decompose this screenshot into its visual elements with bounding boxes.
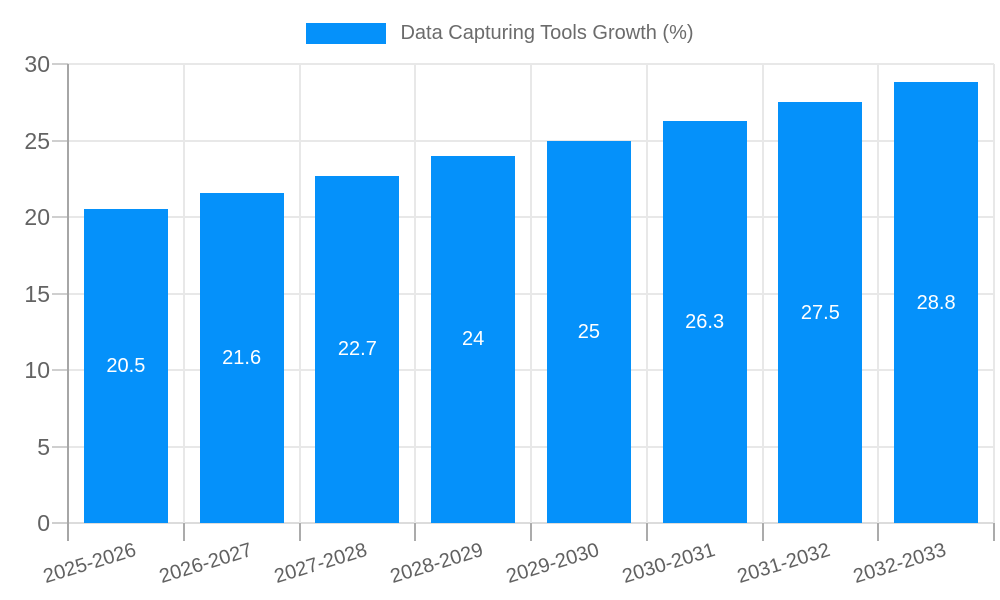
x-axis-tick [877,523,880,541]
bar-2025-2026[interactable] [83,209,168,523]
bar-2029-2030[interactable] [546,140,631,523]
legend-label: Data Capturing Tools Growth (%) [400,21,694,44]
y-axis-tick [52,216,68,218]
bar-2026-2027[interactable] [199,192,284,523]
bar-2032-2033[interactable] [894,82,979,523]
x-axis-tick [298,523,301,541]
y-axis-label: 25 [24,127,50,154]
v-gridline [761,64,764,523]
v-gridline [530,64,532,523]
bar-2027-2028[interactable] [315,175,400,523]
x-axis-tick [761,523,764,541]
bar-value-label: 20.5 [106,355,146,378]
bar-value-label: 28.8 [916,291,956,314]
v-gridline [414,64,417,523]
y-axis-tick [52,292,68,295]
legend-swatch [306,22,387,44]
x-axis-tick [993,523,995,541]
bar-2031-2032[interactable] [778,102,863,523]
y-axis-tick [52,63,68,65]
v-gridline [182,64,185,523]
bar-value-label: 26.3 [685,310,725,333]
y-axis-label: 20 [24,204,50,230]
v-gridline [298,64,301,523]
bar-value-label: 22.7 [337,338,377,361]
x-axis-tick [530,523,532,541]
y-axis-label: 15 [24,280,50,307]
y-axis-label: 0 [37,510,50,536]
x-axis-tick [645,523,648,541]
x-axis-tick [182,523,185,541]
bar-value-label: 24 [462,328,485,351]
y-axis-label: 10 [24,357,50,383]
v-gridline [645,64,648,523]
y-axis-line [67,64,69,541]
y-axis-label: 5 [37,433,50,460]
v-gridline [993,64,995,523]
bar-value-label: 27.5 [800,301,840,324]
v-gridline [877,64,880,523]
chart-legend[interactable]: Data Capturing Tools Growth (%) [0,20,1000,46]
y-axis-tick [52,369,68,371]
bar-value-label: 21.6 [222,346,262,369]
bar-2028-2029[interactable] [431,155,516,523]
bar-value-label: 25 [577,320,600,343]
bar-2030-2031[interactable] [662,120,747,523]
y-axis-tick [52,445,68,448]
y-axis-tick [52,139,68,142]
x-axis-tick [414,523,417,541]
y-axis-label: 30 [24,51,50,77]
y-axis-tick [52,522,68,524]
